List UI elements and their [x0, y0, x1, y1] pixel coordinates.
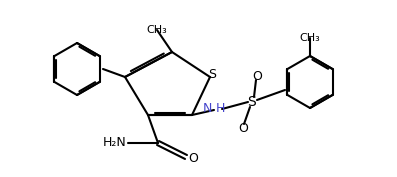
Text: S: S [208, 68, 216, 81]
Text: CH₃: CH₃ [146, 25, 168, 35]
Text: H₂N: H₂N [103, 136, 127, 149]
Text: CH₃: CH₃ [300, 33, 320, 43]
Text: S: S [248, 95, 256, 109]
Text: O: O [238, 121, 248, 135]
Text: O: O [188, 153, 198, 165]
Text: O: O [252, 70, 262, 82]
Text: N: N [202, 102, 212, 116]
Text: H: H [216, 102, 225, 116]
